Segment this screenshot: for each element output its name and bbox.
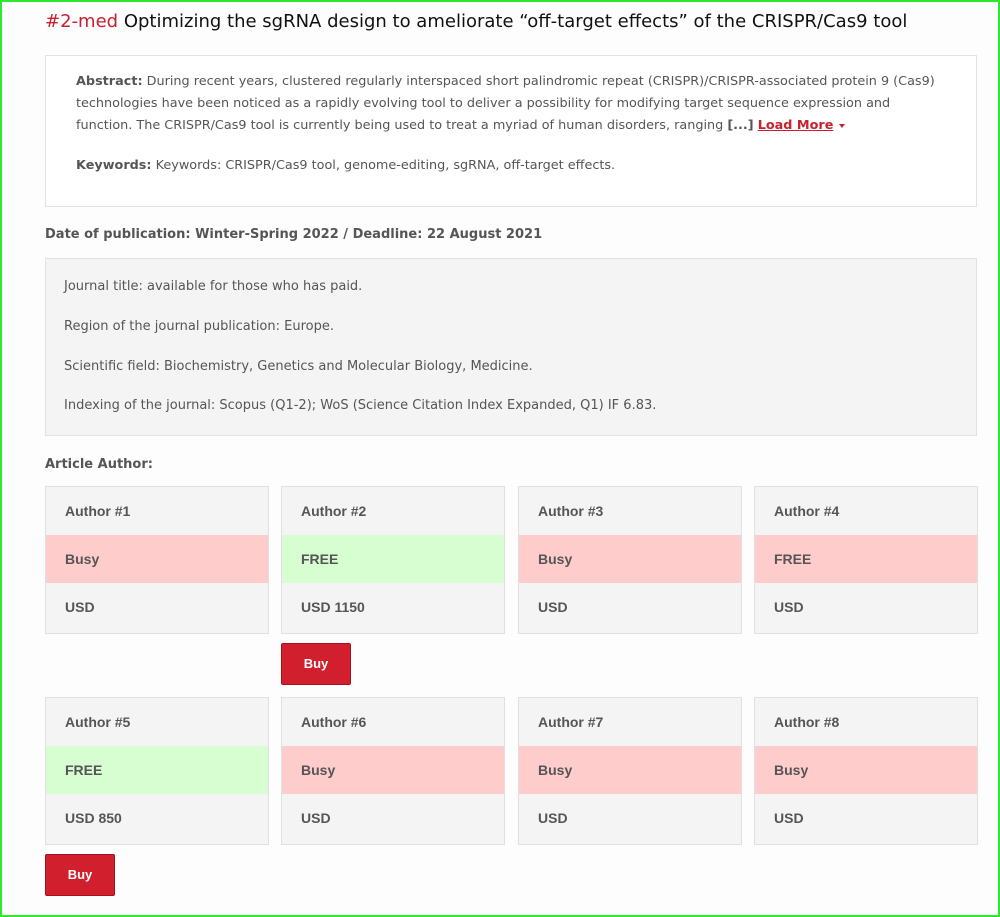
author-card: Author #1 Busy USD xyxy=(45,486,269,634)
author-price: USD xyxy=(538,810,568,826)
author-price: USD xyxy=(301,810,331,826)
buy-button-author-2[interactable]: Buy xyxy=(281,643,351,685)
journal-title-line: Journal title: available for those who h… xyxy=(64,279,363,294)
abstract-ellipsis: [...] xyxy=(727,118,754,133)
author-card: Author #7 Busy USD xyxy=(518,697,742,845)
journal-indexing-line: Indexing of the journal: Scopus (Q1-2); … xyxy=(64,398,657,413)
author-status: Busy xyxy=(282,746,504,794)
author-name: Author #8 xyxy=(774,714,840,730)
author-price: USD xyxy=(65,599,95,615)
author-status: Busy xyxy=(46,535,268,583)
buy-button-author-5[interactable]: Buy xyxy=(45,854,115,896)
author-name: Author #7 xyxy=(538,714,604,730)
author-price: USD 1150 xyxy=(301,599,365,615)
keywords: Keywords: Keywords: CRISPR/Cas9 tool, ge… xyxy=(76,158,615,173)
author-name: Author #3 xyxy=(538,503,604,519)
author-card: Author #3 Busy USD xyxy=(518,486,742,634)
author-card: Author #8 Busy USD xyxy=(754,697,978,845)
author-price: USD xyxy=(538,599,568,615)
chevron-down-icon xyxy=(839,123,846,128)
author-card: Author #6 Busy USD xyxy=(281,697,505,845)
article-title-text: Optimizing the sgRNA design to ameliorat… xyxy=(123,11,908,32)
journal-field-line: Scientific field: Biochemistry, Genetics… xyxy=(64,359,533,374)
author-name: Author #5 xyxy=(65,714,131,730)
author-name: Author #4 xyxy=(774,503,840,519)
author-card: Author #2 FREE USD 1150 xyxy=(281,486,505,634)
load-more-label: Load More xyxy=(757,118,834,133)
author-status: Busy xyxy=(755,746,977,794)
author-name: Author #6 xyxy=(301,714,367,730)
author-name: Author #2 xyxy=(301,503,367,519)
author-card: Author #5 FREE USD 850 xyxy=(45,697,269,845)
abstract-text: During recent years, clustered regularly… xyxy=(76,74,935,133)
authors-label: Article Author: xyxy=(45,457,153,472)
author-name: Author #1 xyxy=(65,503,131,519)
article-title: #2-med Optimizing the sgRNA design to am… xyxy=(45,11,907,32)
author-status: Busy xyxy=(519,535,741,583)
author-card: Author #4 FREE USD xyxy=(754,486,978,634)
abstract: Abstract: During recent years, clustered… xyxy=(76,71,946,137)
publication-date: Date of publication: Winter-Spring 2022 … xyxy=(45,227,543,242)
author-price: USD xyxy=(774,810,804,826)
author-status: FREE xyxy=(282,535,504,583)
keywords-label: Keywords: xyxy=(76,158,152,173)
abstract-label: Abstract: xyxy=(76,74,143,89)
journal-region-line: Region of the journal publication: Europ… xyxy=(64,319,334,334)
author-price: USD 850 xyxy=(65,810,122,826)
journal-info-box: Journal title: available for those who h… xyxy=(45,258,977,436)
author-status: FREE xyxy=(755,535,977,583)
keywords-text: Keywords: CRISPR/Cas9 tool, genome-editi… xyxy=(155,158,616,173)
author-price: USD xyxy=(774,599,804,615)
author-status: FREE xyxy=(46,746,268,794)
article-tag: #2-med xyxy=(45,11,119,32)
abstract-box: Abstract: During recent years, clustered… xyxy=(45,55,977,207)
author-status: Busy xyxy=(519,746,741,794)
load-more-link[interactable]: Load More xyxy=(758,118,834,133)
